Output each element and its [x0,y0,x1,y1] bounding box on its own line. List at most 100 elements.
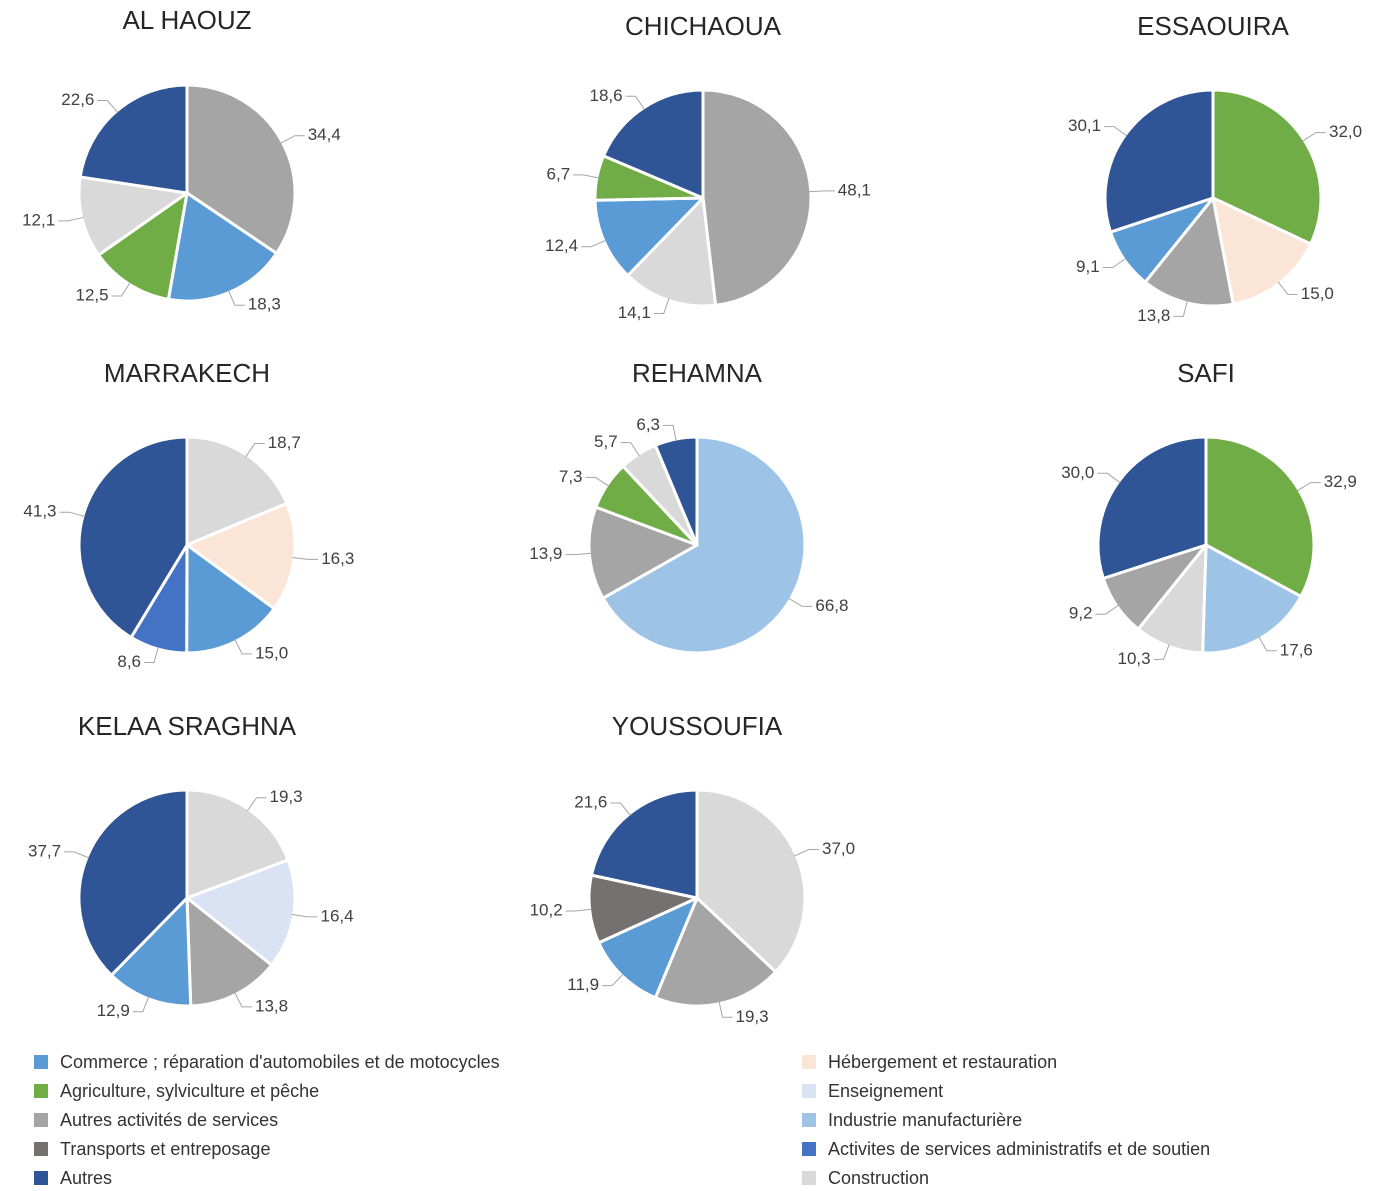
legend-swatch [34,1113,48,1127]
pie-chart: ESSAOUIRA 32,0 15,0 13,8 9,1 30,1 [1068,11,1362,325]
pie-chart-title: CHICHAOUA [625,11,782,41]
legend-label: Autres [60,1167,113,1188]
legend-swatch [802,1171,816,1185]
pie-data-label: 21,6 [574,792,607,811]
legend-label: Agriculture, sylviculture et pêche [60,1080,320,1101]
pie-data-label: 32,9 [1324,472,1357,491]
pie-chart-title: AL HAOUZ [122,5,251,35]
legend-item: Agriculture, sylviculture et pêche [34,1079,319,1103]
legend-label: Autres activités de services [60,1109,279,1130]
pie-data-label: 19,3 [736,1007,769,1026]
pie-charts-grid: AL HAOUZ 34,4 18,3 12,5 12,1 22,6 CHICHAOUA 48,… [22,5,1362,1026]
leader-line [97,100,119,114]
leader-line [585,476,610,487]
leader-line [808,190,835,193]
pie-data-label: 15,0 [1301,284,1334,303]
leader-line [64,851,90,859]
pie-chart-title: MARRAKECH [104,358,270,388]
pie-data-label: 41,3 [23,502,56,521]
leader-line [144,646,159,663]
leader-line [1258,636,1277,652]
legend: Commerce ; réparation d'automobiles et d… [0,1050,1376,1191]
pie-chart: SAFI 32,9 17,6 10,3 9,2 30,0 [1061,358,1357,668]
legend-swatch [802,1142,816,1156]
pie-data-label: 48,1 [838,180,871,199]
pie-data-label: 15,0 [255,643,288,662]
leader-line [1095,604,1119,615]
pie-data-label: 13,9 [529,544,562,563]
pie-chart: AL HAOUZ 34,4 18,3 12,5 12,1 22,6 [22,5,341,314]
pie-data-label: 6,7 [547,164,571,183]
legend-swatch [34,1055,48,1069]
leader-line [581,239,606,248]
pie-chart-title: SAFI [1177,358,1235,388]
legend-swatch [802,1055,816,1069]
legend-item: Industrie manufacturière [802,1108,1022,1132]
pie-data-label: 30,0 [1061,463,1094,482]
leader-line [1153,644,1170,660]
legend-label: Industrie manufacturière [828,1109,1023,1130]
legend-swatch [802,1113,816,1127]
legend-label: Enseignement [828,1080,944,1101]
pie-chart-title: REHAMNA [632,358,763,388]
pie-slice [78,83,189,195]
pie-data-label: 11,9 [567,975,599,994]
pie-slice [701,88,813,307]
leader-line [1102,257,1127,268]
legend-label: Commerce ; réparation d'automobiles et d… [60,1051,500,1072]
pie-data-label: 37,7 [28,841,61,860]
pie-data-label: 14,1 [618,303,651,322]
leader-line [718,1001,733,1018]
legend-item: Activites de services administratifs et … [802,1137,1210,1161]
leader-line [234,639,253,655]
leader-line [653,298,670,314]
pie-data-label: 7,3 [559,467,583,486]
legend-item: Autres [34,1166,112,1190]
legend-swatch [34,1171,48,1185]
leader-line [565,552,592,556]
leader-line [620,442,640,457]
leader-line [1302,132,1326,142]
pie-data-label: 37,0 [822,839,855,858]
leader-line [280,135,305,144]
pie-data-label: 30,1 [1068,116,1101,135]
leader-line [111,282,131,297]
leader-line [565,908,592,912]
leader-line [610,802,631,816]
pie-data-label: 17,6 [1280,640,1313,659]
pie-data-label: 12,9 [97,1001,130,1020]
leader-line [573,174,599,179]
pie-chart: REHAMNA 66,8 13,9 7,3 5,7 6,3 [529,358,848,655]
pie-data-label: 8,6 [117,652,141,671]
leader-line [1277,281,1298,295]
legend-swatch [34,1084,48,1098]
legend-item: Hébergement et restauration [802,1050,1057,1074]
pie-chart-title: KELAA SRAGHNA [78,711,297,741]
pie-data-label: 18,6 [590,86,623,105]
pie-data-label: 19,3 [270,787,303,806]
pie-data-label: 12,5 [76,285,109,304]
pie-data-label: 18,3 [248,295,281,314]
legend-item: Construction [802,1166,929,1190]
pie-data-label: 13,8 [1137,306,1170,325]
pie-data-label: 34,4 [308,125,341,144]
pie-chart: YOUSSOUFIA 37,0 19,3 11,9 10,2 21,6 [530,711,855,1026]
leader-line [1104,126,1128,137]
leader-line [292,557,319,560]
pie-data-label: 10,3 [1118,649,1151,668]
pie-data-label: 22,6 [61,90,94,109]
pie-data-label: 66,8 [815,596,848,615]
pie-data-label: 12,4 [545,236,578,255]
pie-data-label: 12,1 [22,210,55,229]
leader-line [58,216,84,222]
legend-item: Autres activités de services [34,1108,278,1132]
legend-item: Enseignement [802,1079,943,1103]
leader-line [788,597,813,607]
pie-chart-title: YOUSSOUFIA [612,711,783,741]
pie-data-label: 10,2 [530,900,563,919]
leader-line [132,996,150,1013]
pie-data-label: 13,8 [255,996,288,1015]
pie-data-label: 5,7 [594,432,618,451]
legend-item: Transports et entreposage [34,1137,270,1161]
pie-chart-title: ESSAOUIRA [1137,11,1289,41]
